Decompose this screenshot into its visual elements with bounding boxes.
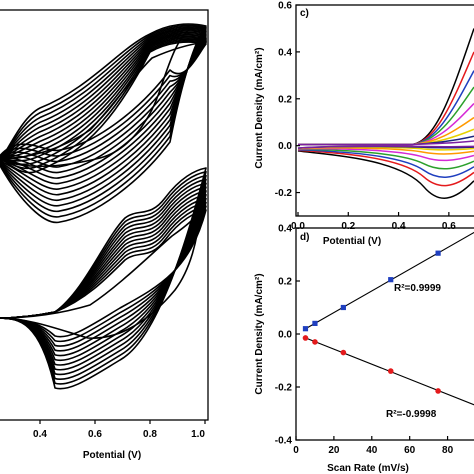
panel-d-x-axis-title: Scan Rate (mV/s) bbox=[327, 463, 409, 474]
panel-d-y-axis-title: Current Density (mA/cm²) bbox=[254, 273, 265, 394]
left-x-tick-label: 0.4 bbox=[33, 429, 47, 440]
panel-d-point-red bbox=[435, 388, 441, 394]
cv-cycle-lower-highlight bbox=[0, 209, 201, 339]
left-x-tick-label: 1.0 bbox=[191, 429, 205, 440]
panel-d-point-red bbox=[387, 368, 394, 374]
cv-stack-panel: 0.4 0.6 0.8 1.0 Potential (V) bbox=[0, 9, 209, 461]
panel-c-curve-cathodic-magenta bbox=[297, 147, 474, 162]
cv-cycle-upper-9 bbox=[0, 30, 207, 196]
cv-cycle-upper-highlight bbox=[0, 25, 207, 168]
cv-cycle-upper-10 bbox=[0, 28, 207, 201]
panel-c-curve-anodic-red bbox=[298, 51, 474, 146]
panel-c-frame bbox=[295, 4, 474, 217]
panel-c-ticks: -0.2 0.0 0.2 0.4 0.6 0.0 0.2 0.4 0.6 bbox=[275, 1, 456, 233]
panel-c-x-tick-label: 0.4 bbox=[392, 221, 406, 232]
panel-d-x-tick-label: 80 bbox=[442, 445, 454, 456]
panel-c-curve-anodic-purple bbox=[298, 140, 474, 146]
panel-c-y-tick-label: 0.2 bbox=[278, 94, 292, 105]
panel-c-label: c) bbox=[300, 8, 309, 19]
panel-d-x-tick-label: 40 bbox=[366, 445, 378, 456]
panel-d-point-blue bbox=[302, 326, 309, 332]
left-cycles-group bbox=[0, 23, 207, 390]
cv-cycle-lower-12 bbox=[0, 167, 207, 390]
left-x-tick-label: 0.6 bbox=[88, 429, 102, 440]
panel-d-y-tick-label: 0.4 bbox=[278, 224, 292, 235]
panel-d-point-red bbox=[302, 335, 309, 341]
panel-d-fit-label-blue: R²=0.9999 bbox=[394, 283, 441, 294]
cv-cycle-upper-14 bbox=[0, 23, 207, 224]
panel-c-x-tick-label: 0.6 bbox=[442, 221, 456, 232]
panel-c-curve-anodic-black bbox=[298, 28, 474, 146]
panel-c-x-axis-title: Potential (V) bbox=[323, 236, 381, 247]
panel-c-curve-anodic-yellow bbox=[298, 128, 474, 146]
panel-d-ticks: -0.4 -0.2 0.0 0.2 0.4 0 20 40 60 80 bbox=[275, 224, 454, 457]
panel-c-curve-cathodic-black bbox=[297, 150, 474, 199]
panel-d-point-red bbox=[340, 349, 347, 356]
panel-c-x-tick-label: 0.0 bbox=[291, 221, 305, 232]
panel-c-curve-cathodic-green bbox=[297, 148, 474, 170]
panel-c-curve-cathodic-purple bbox=[297, 145, 474, 149]
left-x-tick-label: 0.8 bbox=[143, 429, 157, 440]
panel-d-y-tick-label: -0.4 bbox=[275, 436, 293, 447]
panel-c-x-tick-label: 0.2 bbox=[341, 221, 355, 232]
panel-c-y-axis-title: Current Density (mA/cm²) bbox=[254, 47, 265, 168]
panel-c-y-tick-label: 0.0 bbox=[278, 141, 292, 152]
panel-c-y-tick-label: 0.4 bbox=[278, 47, 292, 58]
panel-d-x-tick-label: 20 bbox=[328, 445, 340, 456]
panel-d-point-red bbox=[312, 339, 318, 345]
panel-d-label: d) bbox=[300, 232, 309, 243]
panel-c-y-tick-label: -0.2 bbox=[275, 188, 293, 199]
panel-d-point-blue bbox=[435, 250, 441, 256]
panel-d-point-blue bbox=[388, 277, 394, 283]
left-x-axis-title: Potential (V) bbox=[83, 450, 141, 461]
panel-c-y-tick-label: 0.6 bbox=[278, 1, 292, 12]
panel-d-y-tick-label: 0.0 bbox=[278, 330, 292, 341]
panel-d-plot: R²=0.9999 R²=-0.9998 bbox=[302, 231, 474, 420]
panel-c-curve-cathodic-blue bbox=[297, 149, 474, 178]
panel-d-point-blue bbox=[312, 320, 318, 326]
panel-d-point-blue bbox=[340, 304, 346, 311]
panel-d-x-tick-label: 0 bbox=[293, 445, 299, 456]
left-plot-frame bbox=[0, 9, 209, 421]
panel-c: c) -0.2 0.0 0.2 0.4 0.6 0.0 0.2 0.4 0.6 Potentia… bbox=[254, 1, 474, 247]
left-x-ticks: 0.4 0.6 0.8 1.0 bbox=[33, 420, 206, 440]
panel-d-y-tick-label: -0.2 bbox=[275, 383, 293, 394]
panel-c-curve-cathodic-red bbox=[297, 149, 474, 187]
panel-d-frame bbox=[295, 227, 474, 441]
panel-c-curves bbox=[297, 28, 474, 199]
panel-d-fit-label-red: R²=-0.9998 bbox=[386, 409, 437, 420]
panel-d: d) R²=0.9999 R²=-0.9998 -0.4 -0.2 0.0 0.2 0.4… bbox=[254, 224, 474, 474]
panel-d-y-tick-label: 0.2 bbox=[278, 277, 292, 288]
panel-d-x-tick-label: 60 bbox=[404, 445, 416, 456]
